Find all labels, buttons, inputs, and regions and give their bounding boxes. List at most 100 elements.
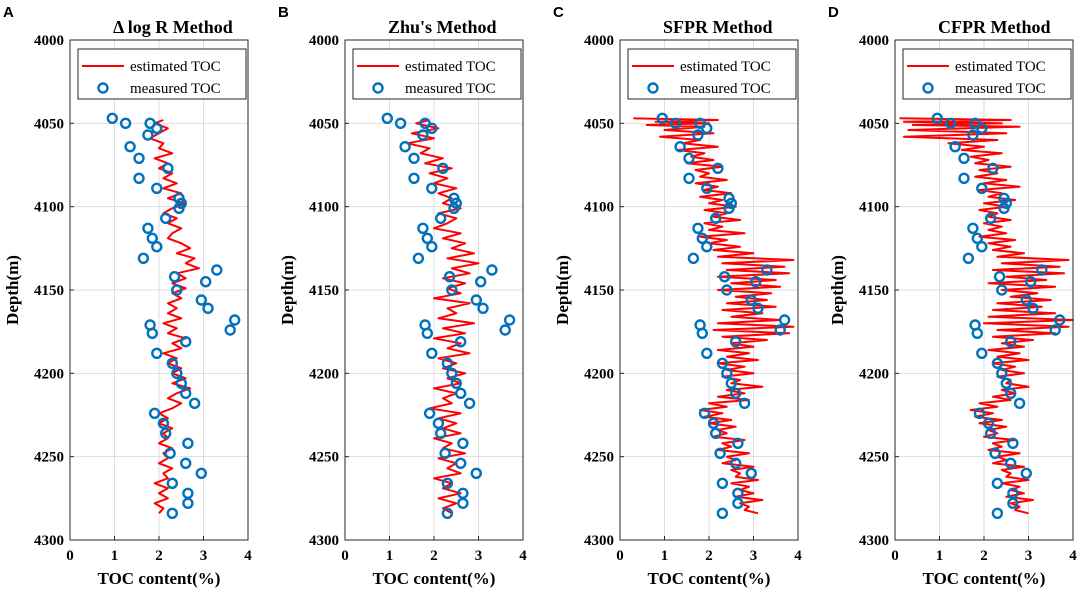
estimated-toc-line [633, 117, 795, 515]
y-tick-label: 4200 [309, 366, 339, 382]
y-tick-label: 4100 [584, 200, 614, 216]
measured-toc-point [421, 232, 433, 245]
measured-toc-point [958, 152, 970, 165]
measured-toc-point [455, 387, 467, 399]
x-tick-label: 0 [616, 548, 624, 564]
measured-toc-point [173, 202, 185, 215]
y-axis-label: Depth(m) [828, 255, 847, 325]
measured-toc-point [989, 447, 1001, 459]
legend: estimated TOC measured TOC [77, 48, 247, 100]
measured-toc-point [976, 182, 988, 195]
x-tick-label: 0 [341, 548, 349, 564]
measured-toc-point [996, 367, 1008, 379]
measured-toc-point [446, 367, 458, 379]
measured-toc-point [712, 162, 724, 175]
measured-toc-point [1053, 314, 1066, 326]
x-axis-label: TOC content(%) [373, 569, 496, 588]
measured-toc-point [503, 314, 516, 326]
measured-toc-point [470, 294, 482, 306]
measured-toc-point [698, 407, 711, 419]
measured-toc-point [973, 407, 986, 419]
x-tick-label: 3 [475, 548, 483, 564]
measured-toc-point [179, 336, 192, 348]
legend: estimated TOC measured TOC [627, 48, 797, 100]
x-tick-label: 0 [66, 548, 74, 564]
measured-toc-point [166, 507, 179, 519]
measured-toc-point [182, 437, 194, 449]
legend-marker-swatch [922, 82, 934, 94]
measured-toc-point [175, 377, 188, 389]
measured-toc-point [683, 152, 695, 165]
measured-toc-point [195, 467, 208, 479]
measured-toc-point [692, 129, 704, 141]
measured-toc-point [1007, 437, 1019, 449]
panel-b: 0 1 2 3 4 4000 4050 4100 4150 4200 4250 4300 Zhu's M… [278, 4, 527, 588]
y-tick-label: 4200 [859, 366, 889, 382]
measured-toc-point [774, 324, 786, 336]
measured-toc-point [199, 276, 212, 288]
measured-toc-point [426, 347, 438, 359]
measured-toc-point [710, 212, 722, 225]
x-tick-label: 1 [661, 548, 669, 564]
measured-toc-point [463, 397, 476, 409]
measured-toc-point [182, 487, 194, 499]
measured-toc-point [499, 324, 511, 336]
estimated-toc-line [149, 119, 200, 514]
measured-toc-point [962, 252, 975, 264]
measured-toc-point [730, 336, 742, 348]
measured-toc-point [656, 112, 668, 125]
measured-toc-point [707, 417, 720, 429]
measured-toc-point [106, 112, 119, 125]
measured-toc-point [745, 294, 757, 306]
y-tick-label: 4300 [584, 533, 614, 549]
measured-toc-point [1005, 457, 1017, 469]
panel-c: 0 1 2 3 4 4000 4050 4100 4150 4200 4250 4300 SFPR Me… [553, 4, 802, 588]
measured-toc-point [967, 222, 979, 235]
y-tick-label: 4150 [34, 283, 64, 299]
measured-toc-point [412, 252, 425, 264]
measured-toc-point [669, 117, 682, 130]
measured-toc-point [168, 271, 181, 283]
y-axis-label: Depth(m) [553, 255, 572, 325]
x-tick-label: 1 [111, 548, 119, 564]
measured-toc-point [991, 477, 1004, 489]
measured-toc-point [752, 302, 764, 314]
measured-toc-point [426, 122, 438, 135]
y-axis-label: Depth(m) [3, 255, 22, 325]
measured-toc-point [701, 182, 713, 195]
legend-label-measured: measured TOC [130, 81, 221, 97]
measured-toc-point [450, 377, 462, 389]
measured-toc-point [124, 140, 136, 153]
measured-toc-point [716, 357, 729, 369]
measured-toc-point [701, 122, 713, 135]
panel-title: SFPR Method [663, 17, 773, 37]
measured-toc-point [448, 202, 460, 215]
y-tick-label: 4050 [34, 116, 64, 132]
measured-toc-point [455, 457, 467, 469]
measured-toc-point [674, 140, 686, 153]
measured-toc-point [162, 162, 174, 175]
measured-toc-point [148, 407, 161, 419]
measured-toc-point [1024, 276, 1037, 288]
x-tick-label: 4 [794, 548, 802, 564]
measured-toc-point [1036, 264, 1048, 276]
measured-toc-point [439, 447, 451, 459]
panel-letter: D [828, 4, 839, 21]
x-axis-label: TOC content(%) [648, 569, 771, 588]
panel-letter: B [278, 4, 289, 21]
measured-toc-point [142, 129, 154, 141]
measured-toc-point [457, 437, 469, 449]
measured-toc-point [441, 507, 454, 519]
estimated-toc-line [899, 117, 1074, 515]
y-tick-label: 4150 [584, 283, 614, 299]
measured-toc-point [435, 212, 447, 225]
measured-toc-point [732, 437, 744, 449]
x-tick-label: 3 [1025, 548, 1033, 564]
measured-toc-point [976, 240, 988, 253]
measured-toc-point [164, 447, 176, 459]
legend-label-estimated: estimated TOC [680, 59, 771, 75]
measured-toc-point [725, 377, 737, 389]
measured-toc-point [159, 212, 172, 225]
measured-toc-point [119, 117, 132, 130]
measured-toc-point [996, 284, 1008, 296]
